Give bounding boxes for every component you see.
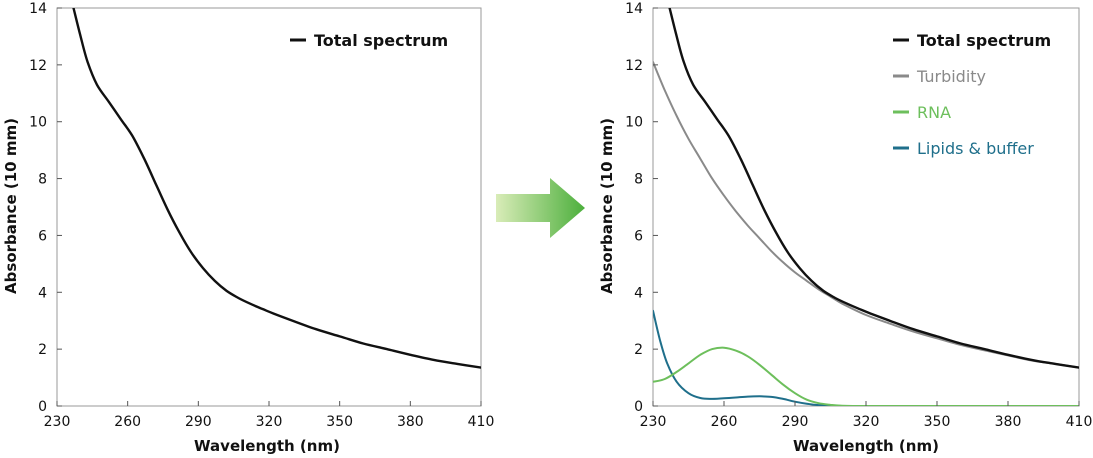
y-tick-label: 14 [625,1,643,17]
x-tick-label: 380 [995,414,1022,430]
x-tick-label: 380 [397,414,424,430]
y-tick-label: 0 [38,399,47,415]
y-tick-label: 8 [38,172,47,188]
series-line-turbidity [653,61,1079,369]
y-tick-label: 6 [634,228,643,244]
y-axis-title: Absorbance (10 mm) [598,118,616,294]
legend-label-rna: RNA [917,103,951,122]
x-tick-label: 290 [185,414,212,430]
series-line-total-spectrum [72,8,481,369]
right-arrow-icon [496,178,585,238]
x-tick-label: 350 [326,414,353,430]
x-tick-label: 320 [853,414,880,430]
x-tick-label: 320 [256,414,283,430]
x-tick-label: 260 [114,414,141,430]
plot-border [56,7,482,407]
legend-label-turbidity: Turbidity [916,67,986,86]
x-tick-label: 410 [468,414,495,430]
y-tick-label: 8 [634,172,643,188]
plot-border [652,7,1080,407]
series-line-total-spectrum [668,8,1079,369]
y-tick-label: 4 [634,285,643,301]
y-tick-label: 6 [38,228,47,244]
y-tick-label: 14 [29,1,47,17]
x-tick-label: 230 [44,414,71,430]
x-tick-label: 260 [711,414,738,430]
y-tick-label: 10 [625,115,643,131]
y-axis-ticks: 0 2 4 6 8 10 12 14 [625,1,658,415]
y-tick-label: 10 [29,115,47,131]
series-line-rna [653,346,1079,406]
y-tick-label: 12 [625,58,643,74]
legend-label-lipids-buffer: Lipids & buffer [917,139,1034,158]
plot-frame [652,7,1080,407]
legend-label-total-spectrum: Total spectrum [314,31,448,50]
series-layer [72,8,481,369]
plot-frame [56,7,482,407]
y-axis-ticks: 0 2 4 6 8 10 12 14 [29,1,62,415]
y-tick-label: 2 [634,342,643,358]
legend: Total spectrum Turbidity RNA Lipids & buffe… [893,31,1051,158]
y-axis-title: Absorbance (10 mm) [2,118,20,294]
y-tick-label: 12 [29,58,47,74]
y-tick-label: 0 [634,399,643,415]
legend: Total spectrum [290,31,448,50]
series-line-lipids-buffer [653,309,1079,406]
left-chart: 230 260 290 320 350 380 410 0 2 4 6 8 10 12 14 Wavele… [2,1,494,455]
right-chart: 230 260 290 320 350 380 410 0 2 4 6 8 10 12 14 Wavele… [598,1,1092,455]
legend-label-total-spectrum: Total spectrum [917,31,1051,50]
x-axis-title: Wavelength (nm) [793,437,939,455]
x-tick-label: 410 [1066,414,1093,430]
x-tick-label: 230 [640,414,667,430]
series-layer [653,8,1079,406]
x-axis-title: Wavelength (nm) [194,437,340,455]
x-tick-label: 290 [782,414,809,430]
y-tick-label: 2 [38,342,47,358]
y-tick-label: 4 [38,285,47,301]
x-axis-ticks: 230 260 290 320 350 380 410 [44,401,495,430]
x-axis-ticks: 230 260 290 320 350 380 410 [640,401,1093,430]
x-tick-label: 350 [924,414,951,430]
